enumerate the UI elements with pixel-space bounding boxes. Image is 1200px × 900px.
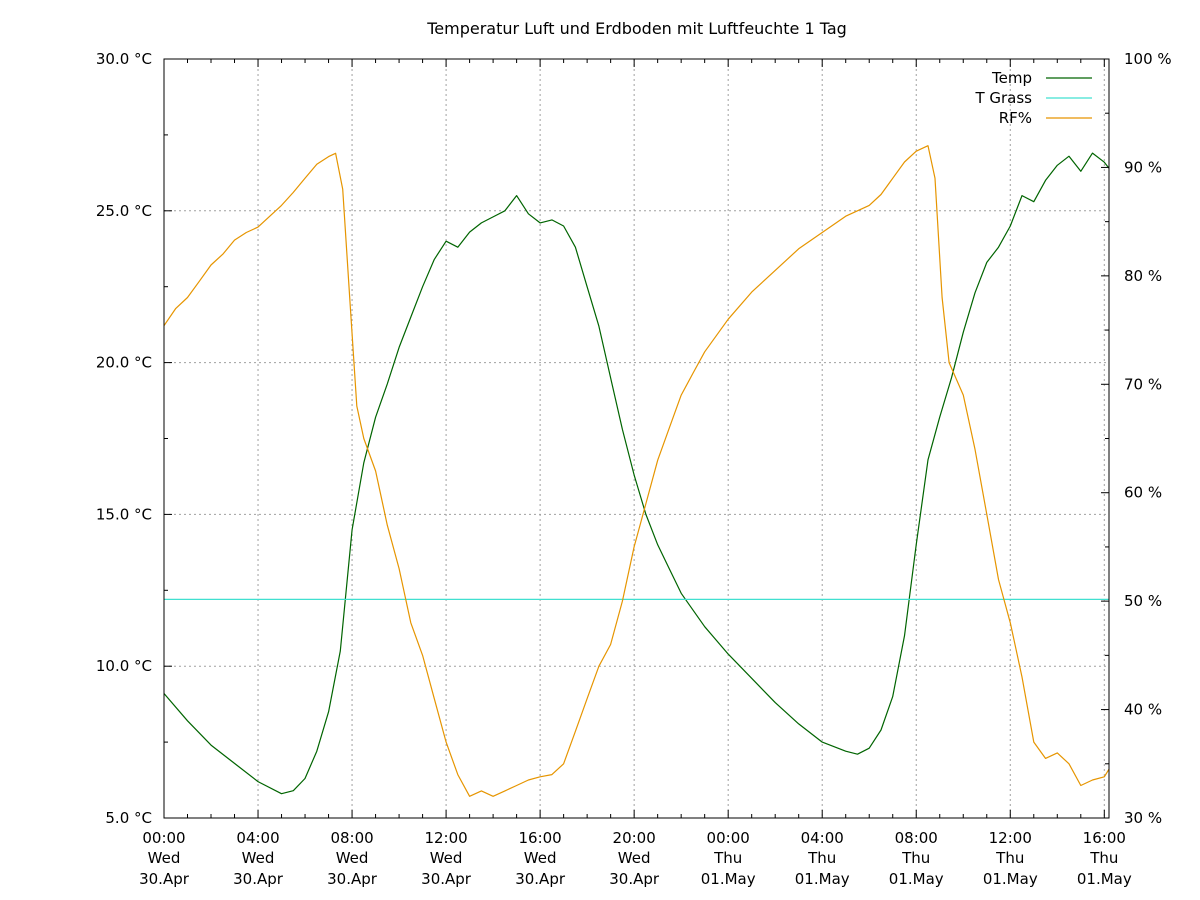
y-right-tick-label: 30 % <box>1124 809 1162 827</box>
grid <box>164 59 1109 818</box>
x-tick-label-day: Wed <box>242 849 275 867</box>
x-tick-label-day: Thu <box>1089 849 1118 867</box>
x-tick-label-day: Thu <box>995 849 1024 867</box>
x-tick-label-day: Wed <box>336 849 369 867</box>
x-tick-label-day: Wed <box>618 849 651 867</box>
x-tick-label-date: 01.May <box>1077 870 1132 888</box>
x-tick-label-day: Wed <box>524 849 557 867</box>
y-right-tick-label: 80 % <box>1124 267 1162 285</box>
x-tick-label-time: 12:00 <box>989 829 1032 847</box>
tick-marks <box>163 58 1109 819</box>
y-right-tick-label: 90 % <box>1124 158 1162 176</box>
y-left-tick-label: 10.0 °C <box>96 657 152 675</box>
x-tick-label-time: 04:00 <box>236 829 279 847</box>
y-left-tick-label: 20.0 °C <box>96 354 152 372</box>
y-right-tick-label: 40 % <box>1124 701 1162 719</box>
x-tick-label-date: 30.Apr <box>515 870 566 888</box>
chart-title: Temperatur Luft und Erdboden mit Luftfeu… <box>426 19 847 38</box>
x-tick-label-time: 08:00 <box>330 829 373 847</box>
x-tick-label-day: Thu <box>807 849 836 867</box>
y-left-tick-label: 5.0 °C <box>105 809 152 827</box>
x-tick-label-date: 01.May <box>983 870 1038 888</box>
x-tick-label-day: Wed <box>430 849 463 867</box>
x-tick-label-day: Thu <box>713 849 742 867</box>
y-axis-right-labels: 30 % 40 % 50 % 60 % 70 % 80 % 90 % 100 % <box>1124 50 1172 827</box>
x-tick-label-date: 30.Apr <box>327 870 378 888</box>
y-right-tick-label: 50 % <box>1124 592 1162 610</box>
x-tick-label-date: 01.May <box>701 870 756 888</box>
y-right-tick-label: 60 % <box>1124 484 1162 502</box>
series-layer <box>163 145 1110 797</box>
legend-label-t-grass: T Grass <box>974 89 1032 107</box>
x-tick-label-date: 01.May <box>795 870 850 888</box>
x-tick-label-date: 30.Apr <box>609 870 660 888</box>
x-axis-labels: 00:00 Wed 30.Apr 04:00 Wed 30.Apr 08:00 Wed 30.A… <box>139 829 1132 888</box>
x-tick-label-time: 16:00 <box>1083 829 1126 847</box>
y-left-tick-label: 15.0 °C <box>96 505 152 523</box>
plot-frame <box>163 58 1110 819</box>
legend-label-temp: Temp <box>991 69 1032 87</box>
y-axis-left-labels: 5.0 °C 10.0 °C 15.0 °C 20.0 °C 25.0 °C 30.0 °… <box>96 50 152 827</box>
x-tick-label-time: 00:00 <box>707 829 750 847</box>
x-tick-label-time: 04:00 <box>801 829 844 847</box>
x-tick-label-time: 08:00 <box>895 829 938 847</box>
x-tick-label-day: Thu <box>901 849 930 867</box>
y-left-tick-label: 30.0 °C <box>96 50 152 68</box>
x-tick-label-time: 20:00 <box>613 829 656 847</box>
legend-label-rf: RF% <box>999 109 1032 127</box>
legend: Temp T Grass RF% <box>974 69 1092 127</box>
x-tick-label-time: 16:00 <box>519 829 562 847</box>
series-line-temp <box>163 152 1110 795</box>
y-left-tick-label: 25.0 °C <box>96 202 152 220</box>
x-tick-label-date: 30.Apr <box>421 870 472 888</box>
x-tick-label-date: 01.May <box>889 870 944 888</box>
y-right-tick-label: 70 % <box>1124 375 1162 393</box>
x-tick-label-day: Wed <box>148 849 181 867</box>
x-tick-label-date: 30.Apr <box>233 870 284 888</box>
x-tick-label-time: 12:00 <box>424 829 467 847</box>
x-tick-label-time: 00:00 <box>142 829 185 847</box>
x-tick-label-date: 30.Apr <box>139 870 190 888</box>
y-right-tick-label: 100 % <box>1124 50 1172 68</box>
series-line-rf <box>163 145 1110 797</box>
